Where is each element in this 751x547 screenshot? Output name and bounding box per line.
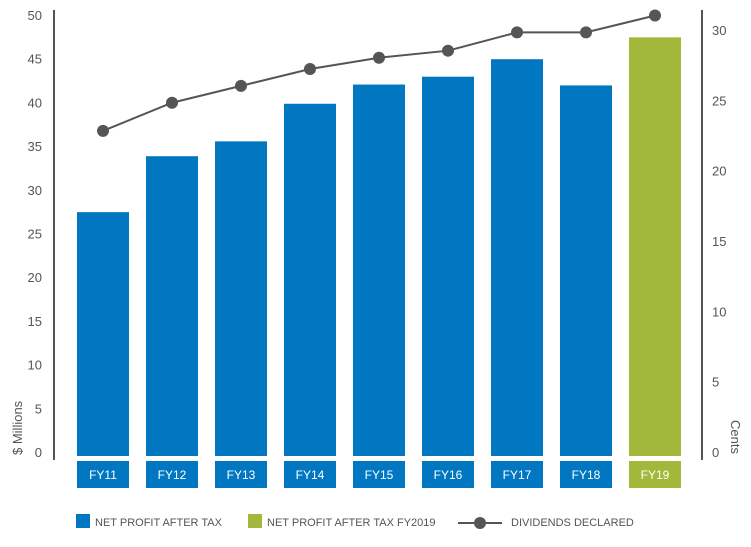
y2-tick-label: 20 xyxy=(712,164,726,179)
category-box-fy12 xyxy=(146,461,198,488)
legend-swatch-npat-fy2019 xyxy=(248,514,262,528)
x-tick-label: FY16 xyxy=(434,468,463,482)
y2-axis-label: Cents xyxy=(728,420,743,454)
category-box-fy19 xyxy=(629,461,681,488)
y2-tick-label: 25 xyxy=(712,93,726,108)
y2-tick-label: 15 xyxy=(712,234,726,249)
y2-tick-label: 30 xyxy=(712,23,726,38)
x-tick-label: FY19 xyxy=(641,468,670,482)
x-tick-label: FY14 xyxy=(296,468,325,482)
bar-fy12 xyxy=(146,156,198,456)
dividend-point-fy12 xyxy=(166,96,178,109)
dividend-point-fy17 xyxy=(511,26,523,39)
legend-label-dividends: DIVIDENDS DECLARED xyxy=(511,517,634,529)
y-tick-label: 35 xyxy=(28,139,42,154)
y2-tick-label: 5 xyxy=(712,375,719,390)
dividend-point-fy19 xyxy=(649,9,661,22)
bar-fy11 xyxy=(77,212,129,456)
bar-fy13 xyxy=(215,141,267,457)
bar-fy17 xyxy=(491,59,543,456)
bar-fy15 xyxy=(353,84,405,457)
y-tick-label: 30 xyxy=(28,183,42,198)
y-tick-label: 40 xyxy=(28,95,42,110)
x-tick-label: FY17 xyxy=(503,468,532,482)
x-tick-label: FY13 xyxy=(227,468,256,482)
y2-tick-label: 0 xyxy=(712,445,719,460)
y-tick-label: 50 xyxy=(28,8,42,23)
y-tick-label: 10 xyxy=(28,358,42,373)
category-box-fy13 xyxy=(215,461,267,488)
y-tick-label: 5 xyxy=(35,401,42,416)
category-box-fy17 xyxy=(491,461,543,488)
legend-marker-dividends xyxy=(474,517,486,529)
bar-fy18 xyxy=(560,85,612,456)
y-tick-label: 15 xyxy=(28,314,42,329)
dividend-point-fy14 xyxy=(304,62,316,75)
y-tick-label: 0 xyxy=(35,445,42,460)
x-tick-label: FY18 xyxy=(572,468,601,482)
legend-label-npat: NET PROFIT AFTER TAX xyxy=(95,517,223,529)
y-tick-label: 25 xyxy=(28,227,42,242)
dividend-point-fy15 xyxy=(373,51,385,64)
dividend-point-fy13 xyxy=(235,79,247,92)
legend-swatch-npat xyxy=(76,514,90,528)
x-tick-label: FY11 xyxy=(89,468,117,482)
category-box-fy11 xyxy=(77,461,129,488)
y-tick-label: 45 xyxy=(28,52,42,67)
x-tick-label: FY15 xyxy=(365,468,394,482)
bar-fy14 xyxy=(284,103,336,456)
dividend-point-fy11 xyxy=(97,124,109,137)
legend: NET PROFIT AFTER TAX NET PROFIT AFTER TA… xyxy=(76,514,634,529)
dividend-point-fy16 xyxy=(442,44,454,57)
category-box-fy14 xyxy=(284,461,336,488)
dividend-point-fy18 xyxy=(580,26,592,39)
y-axis-label: $ Millions xyxy=(10,400,25,455)
category-box-fy18 xyxy=(560,461,612,488)
category-box-fy16 xyxy=(422,461,474,488)
x-tick-label: FY12 xyxy=(158,468,187,482)
bar-fy19 xyxy=(629,37,681,456)
bar-fy16 xyxy=(422,76,474,457)
y2-tick-label: 10 xyxy=(712,304,726,319)
y-tick-label: 20 xyxy=(28,270,42,285)
category-box-fy15 xyxy=(353,461,405,488)
legend-label-npat-fy2019: NET PROFIT AFTER TAX FY2019 xyxy=(267,517,436,529)
